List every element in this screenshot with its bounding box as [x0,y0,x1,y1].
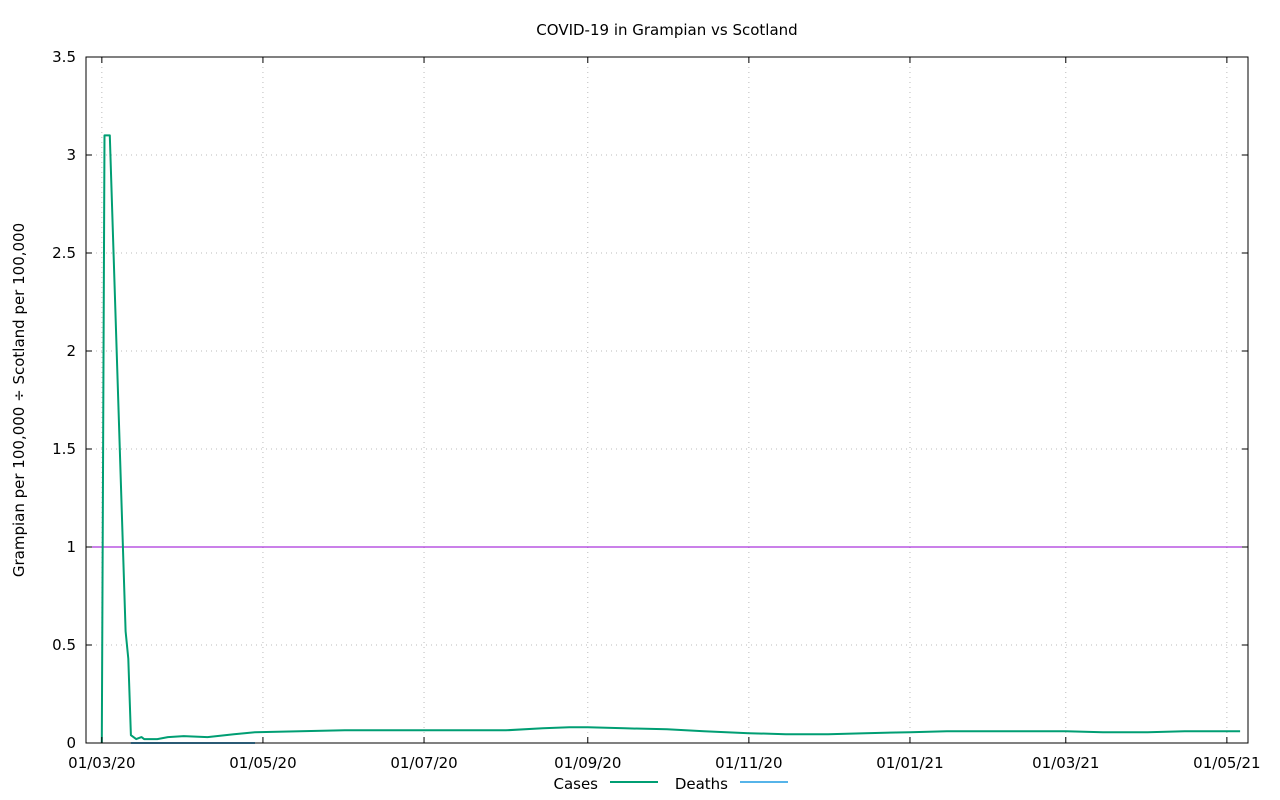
grid [86,57,1248,743]
y-tick-label: 2 [66,342,76,360]
x-tick-labels: 01/03/20 01/05/20 01/07/20 01/09/20 01/11/20… [68,754,1260,772]
x-tick-label: 01/05/20 [229,754,296,772]
legend-label-deaths: Deaths [675,775,728,793]
ticks [86,56,1248,744]
x-tick-label: 01/03/20 [68,754,135,772]
legend-label-cases: Cases [553,775,598,793]
y-tick-label: 0 [66,734,76,752]
chart-title: COVID-19 in Grampian vs Scotland [536,21,797,39]
x-tick-label: 01/07/20 [390,754,457,772]
y-tick-label: 2.5 [52,244,76,262]
y-tick-label: 0.5 [52,636,76,654]
y-axis-label: Grampian per 100,000 ÷ Scotland per 100,… [10,223,28,577]
x-tick-label: 01/03/21 [1032,754,1099,772]
y-tick-label: 3.5 [52,48,76,66]
x-tick-label: 01/05/21 [1193,754,1260,772]
plot-frame [85,56,1249,744]
y-tick-label: 3 [66,146,76,164]
legend: Cases Deaths [553,775,788,793]
x-tick-label: 01/11/20 [715,754,782,772]
x-tick-label: 01/09/20 [554,754,621,772]
y-tick-label: 1.5 [52,440,76,458]
x-tick-label: 01/01/21 [876,754,943,772]
series-layer [100,134,1241,744]
y-tick-labels: 0 0.5 1 1.5 2 2.5 3 3.5 [52,48,76,752]
series-line-cases [100,134,1241,744]
y-tick-label: 1 [66,538,76,556]
